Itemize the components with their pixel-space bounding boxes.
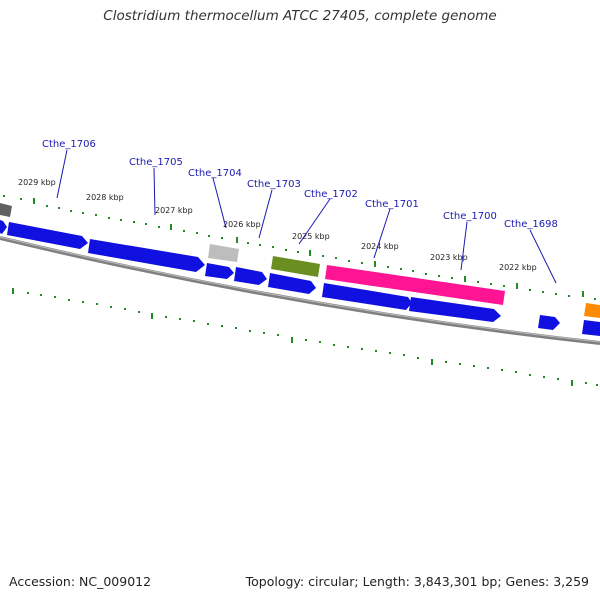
accession-text: Accession: NC_009012 [9, 574, 152, 589]
cds-arrow[interactable] [88, 239, 205, 272]
feature-grey[interactable] [208, 244, 239, 262]
gene-label-cthe-1704[interactable]: Cthe_1704 [188, 168, 242, 179]
feature-orange[interactable] [584, 303, 600, 318]
cds-arrow[interactable] [409, 297, 501, 322]
cds-arrow[interactable] [322, 283, 412, 310]
cds-arrow[interactable] [234, 267, 267, 285]
label-leaders [56, 149, 557, 284]
gene-labels: Cthe_1706 Cthe_1705 Cthe_1704 Cthe_1703 … [42, 139, 558, 230]
map-title: Clostridium thermocellum ATCC 27405, com… [103, 8, 497, 24]
cds-arrow[interactable] [205, 263, 234, 279]
feature-green[interactable] [271, 256, 320, 277]
gene-label-cthe-1705[interactable]: Cthe_1705 [129, 157, 183, 168]
cds-arrow[interactable] [538, 315, 560, 330]
cds-track [0, 220, 600, 336]
genome-backbone [0, 236, 600, 345]
feature-pink[interactable] [325, 265, 505, 305]
kbp-label-2029: 2029 kbp [18, 178, 56, 187]
genome-summary-text: Topology: circular; Length: 3,843,301 bp… [245, 574, 589, 589]
kbp-label-2024: 2024 kbp [361, 242, 399, 251]
cds-arrow[interactable] [7, 222, 88, 249]
cds-arrow[interactable] [268, 273, 316, 294]
kbp-label-2027: 2027 kbp [155, 206, 193, 215]
kbp-label-2022: 2022 kbp [499, 263, 537, 272]
kbp-label-2028: 2028 kbp [86, 193, 124, 202]
feature-track-top [0, 203, 600, 318]
gene-label-cthe-1698[interactable]: Cthe_1698 [504, 219, 558, 230]
gene-label-cthe-1706[interactable]: Cthe_1706 [42, 139, 96, 150]
gene-label-cthe-1701[interactable]: Cthe_1701 [365, 199, 419, 210]
kbp-ruler-upper: 2029 kbp 2028 kbp 2027 kbp 2026 kbp 2025… [3, 178, 596, 300]
cds-arrow[interactable] [0, 220, 7, 234]
kbp-label-2023: 2023 kbp [430, 253, 468, 262]
gene-label-cthe-1700[interactable]: Cthe_1700 [443, 211, 497, 222]
gene-label-cthe-1702[interactable]: Cthe_1702 [304, 189, 358, 200]
kbp-ruler-lower [12, 288, 598, 386]
gene-label-cthe-1703[interactable]: Cthe_1703 [247, 179, 301, 190]
kbp-label-2026: 2026 kbp [223, 220, 261, 229]
cds-arrow[interactable] [582, 320, 600, 336]
kbp-label-2025: 2025 kbp [292, 232, 330, 241]
feature-grey-left[interactable] [0, 203, 12, 217]
